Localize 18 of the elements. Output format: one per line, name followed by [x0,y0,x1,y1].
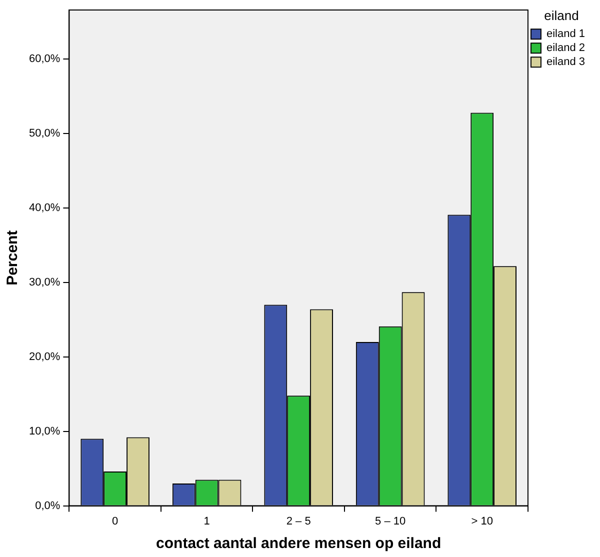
y-axis-title: Percent [4,230,22,286]
x-tick-label: 5 – 10 [375,515,406,528]
y-tick-label: 0,0% [35,500,60,512]
x-axis-title: contact aantal andere mensen op eiland [156,535,442,552]
y-tick-label: 20,0% [28,350,60,363]
y-tick-label: 30,0% [28,276,60,288]
x-tick-label: 2 – 5 [286,515,311,528]
legend-label: eiland 1 [546,28,586,40]
x-tick-label: 1 [204,515,210,528]
legend-label: eiland 3 [546,56,586,68]
legend-title: eiland [544,8,579,24]
y-tick-label: 50,0% [28,128,60,140]
y-tick-label: 60,0% [28,53,60,66]
x-tick-label: > 10 [471,515,493,528]
legend-label: eiland 2 [546,42,586,54]
y-tick-label: 10,0% [28,425,60,438]
x-tick-label: 0 [112,515,118,528]
y-tick-label: 40,0% [28,202,60,214]
